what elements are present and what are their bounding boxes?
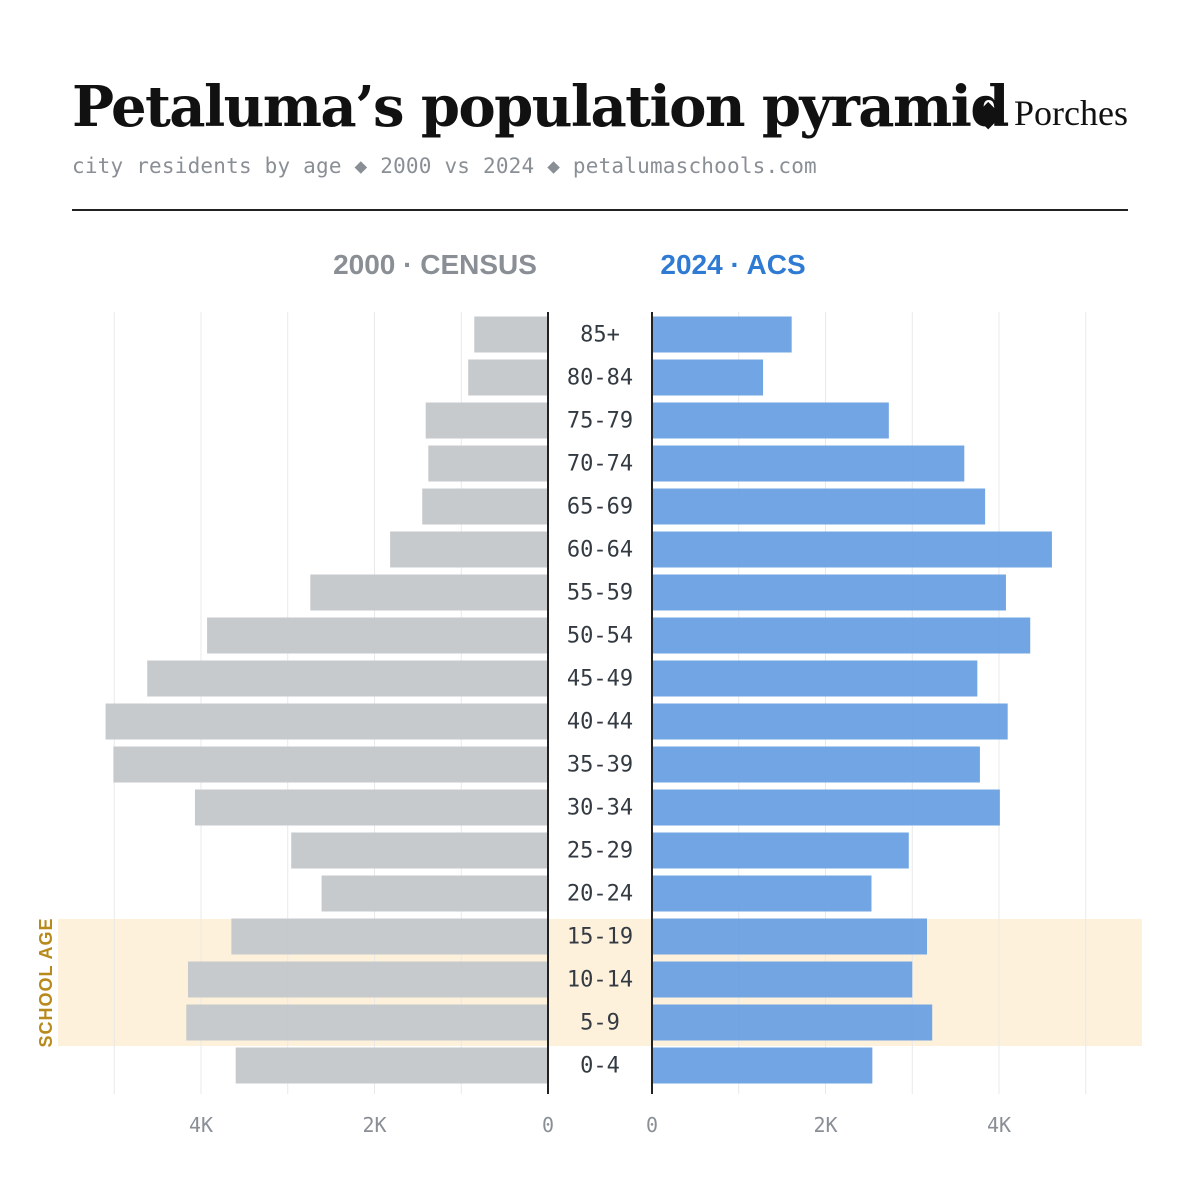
x-tick-right: 4K	[987, 1113, 1011, 1137]
bar-2000-55-59	[310, 574, 548, 611]
bar-2000-5-9	[186, 1004, 548, 1041]
diamond-icon: ◆	[974, 93, 1003, 133]
bar-2024-25-29	[652, 832, 909, 869]
bar-2000-15-19	[231, 918, 549, 955]
age-label: 85+	[580, 323, 620, 348]
age-label: 10-14	[567, 968, 633, 993]
chart-title: Petaluma’s population pyramid	[72, 74, 1009, 140]
right-series-header: 2024 · ACS	[660, 249, 805, 280]
age-label: 35-39	[567, 753, 633, 778]
bar-2000-85+	[474, 316, 548, 353]
bar-2000-10-14	[187, 961, 549, 998]
age-label: 60-64	[567, 538, 633, 563]
bar-2000-40-44	[105, 703, 548, 740]
bar-2024-10-14	[652, 961, 913, 998]
bar-2000-25-29	[291, 832, 548, 869]
bar-2024-65-69	[652, 488, 986, 525]
x-tick-right: 0	[646, 1113, 658, 1137]
left-series-header: 2000 · CENSUS	[333, 249, 537, 280]
brand-name: Porches	[1014, 93, 1128, 133]
x-tick-left: 2K	[362, 1113, 386, 1137]
bar-2024-30-34	[652, 789, 1000, 826]
brand-logo: ◆ Porches	[974, 92, 1128, 134]
age-label: 25-29	[567, 839, 633, 864]
bar-2024-55-59	[652, 574, 1006, 611]
bar-2024-0-4	[652, 1047, 873, 1084]
bar-2024-35-39	[652, 746, 980, 783]
bar-2000-60-64	[390, 531, 548, 568]
bar-2000-70-74	[428, 445, 548, 482]
age-label: 65-69	[567, 495, 633, 520]
bar-2024-85+	[652, 316, 792, 353]
age-label: 30-34	[567, 796, 633, 821]
x-tick-right: 2K	[813, 1113, 837, 1137]
school-age-label: SCHOOL AGE	[36, 917, 56, 1047]
bar-2000-80-84	[468, 359, 548, 396]
age-label: 50-54	[567, 624, 633, 649]
bar-2024-80-84	[652, 359, 764, 396]
bar-2000-45-49	[147, 660, 548, 697]
age-label: 15-19	[567, 925, 633, 950]
bar-2000-35-39	[113, 746, 548, 783]
age-label: 80-84	[567, 366, 633, 391]
bar-2024-60-64	[652, 531, 1052, 568]
age-label: 0-4	[580, 1054, 620, 1079]
age-label: 75-79	[567, 409, 633, 434]
x-tick-left: 0	[542, 1113, 554, 1137]
bar-2000-75-79	[425, 402, 548, 439]
age-label: 45-49	[567, 667, 633, 692]
header-divider	[72, 209, 1128, 211]
bar-2024-75-79	[652, 402, 889, 439]
bar-2000-20-24	[321, 875, 548, 912]
bar-2024-45-49	[652, 660, 978, 697]
bar-2024-20-24	[652, 875, 872, 912]
age-label: 55-59	[567, 581, 633, 606]
bar-2024-5-9	[652, 1004, 933, 1041]
x-tick-left: 4K	[189, 1113, 213, 1137]
bar-2024-40-44	[652, 703, 1008, 740]
bar-2024-15-19	[652, 918, 927, 955]
bar-2000-50-54	[207, 617, 548, 654]
bar-2000-65-69	[422, 488, 548, 525]
age-label: 5-9	[580, 1011, 620, 1036]
bar-2024-50-54	[652, 617, 1031, 654]
age-label: 40-44	[567, 710, 633, 735]
bar-2024-70-74	[652, 445, 965, 482]
age-label: 70-74	[567, 452, 633, 477]
bar-2000-30-34	[194, 789, 549, 826]
age-label: 20-24	[567, 882, 633, 907]
chart-subtitle: city residents by age ◆ 2000 vs 2024 ◆ p…	[72, 154, 817, 178]
bar-2000-0-4	[235, 1047, 548, 1084]
